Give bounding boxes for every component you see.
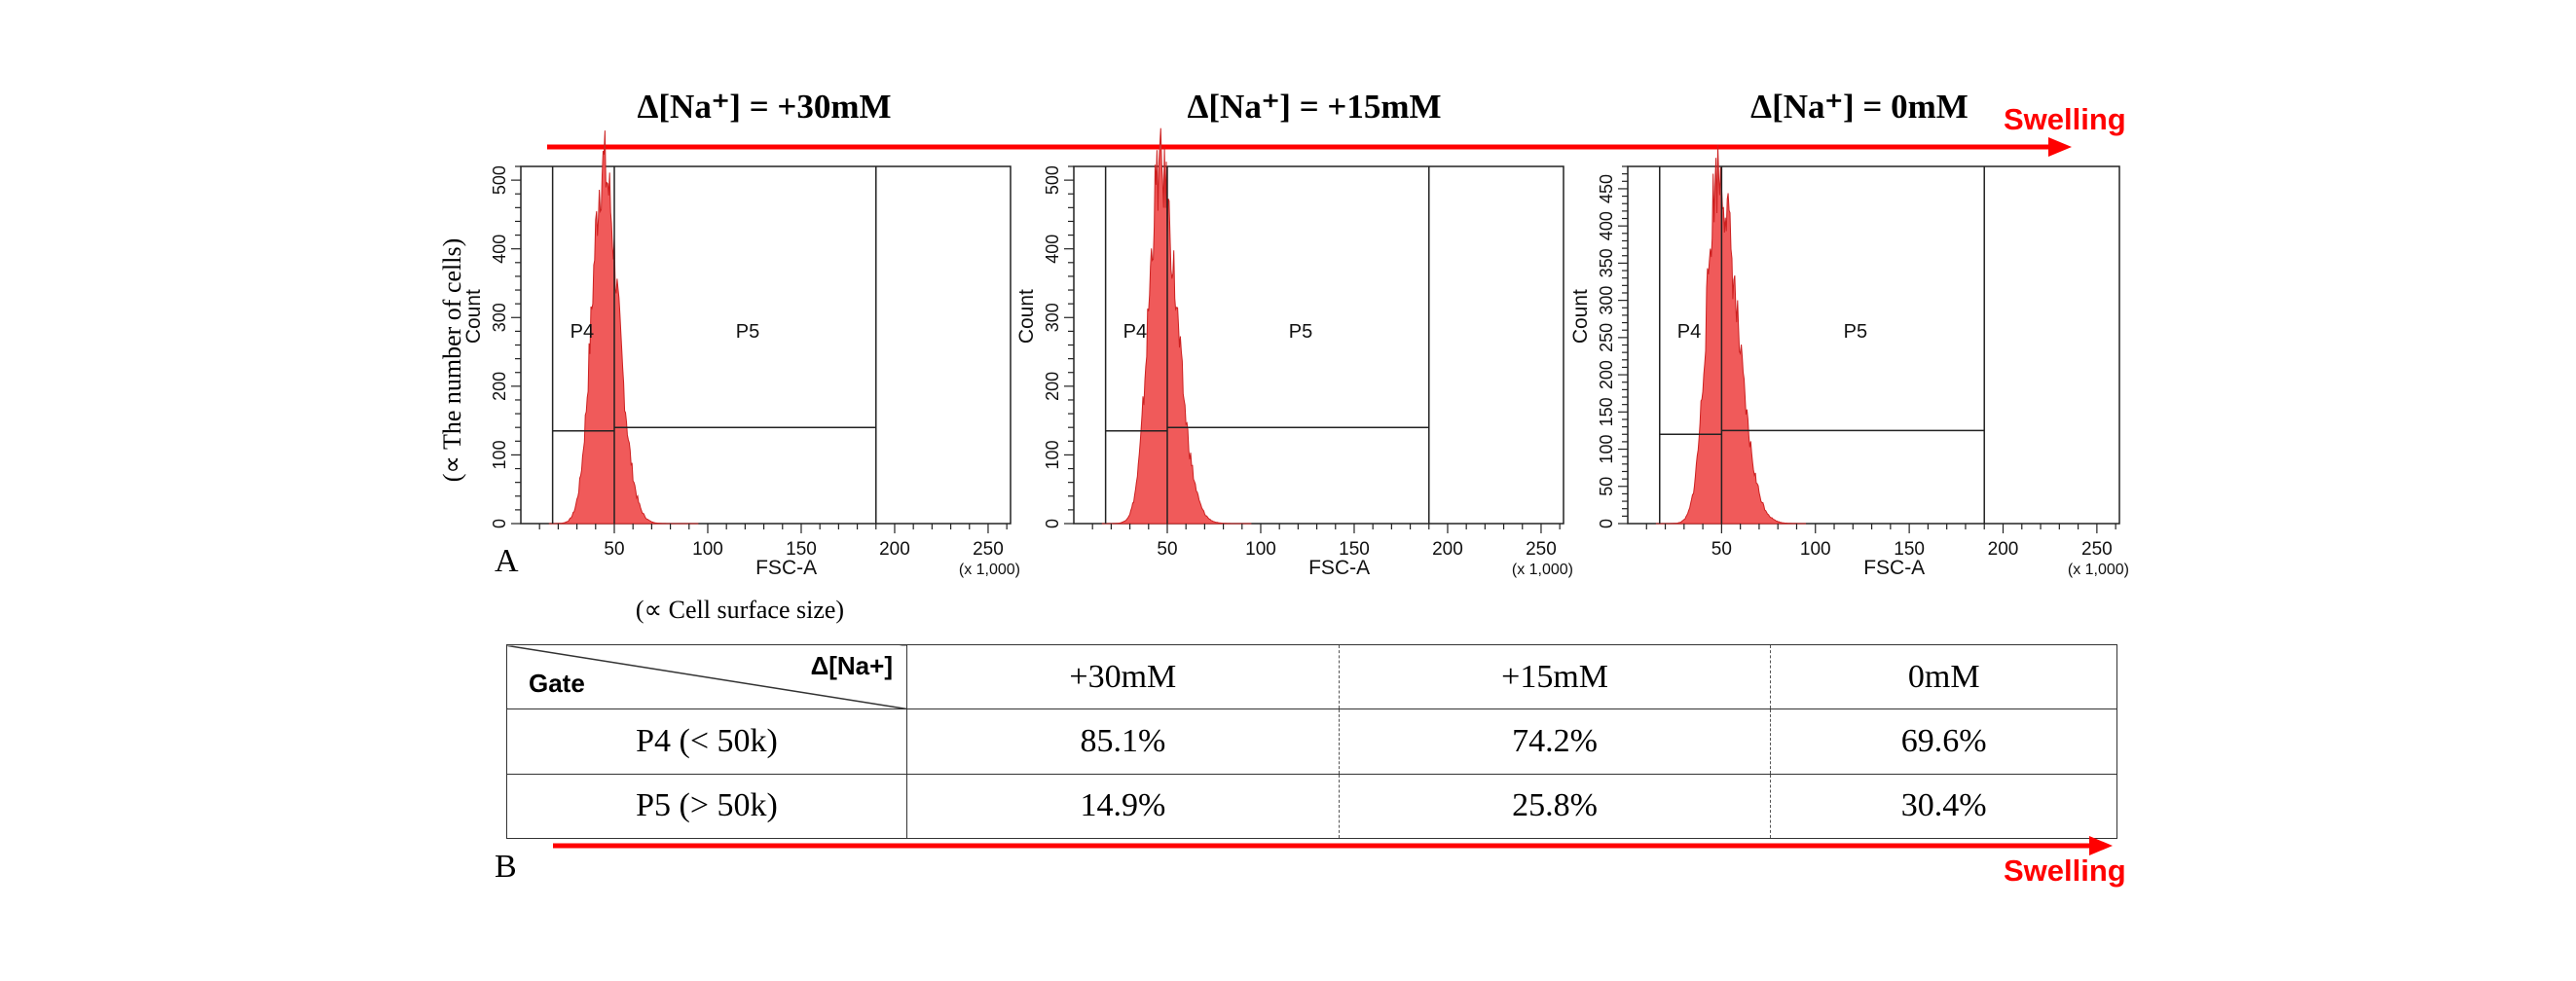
table-gate-p5: P5 (> 50k)	[506, 773, 907, 840]
table-corner-cell: Gate Δ[Na+]	[506, 643, 907, 710]
table-cell: 30.4%	[1770, 773, 2117, 840]
gate-p4-label: P4	[570, 321, 594, 343]
table-corner-na: Δ[Na+]	[810, 651, 893, 680]
x-tick-label: 250	[973, 539, 1004, 560]
histogram-area	[548, 130, 699, 525]
y-tick-label: 150	[1597, 397, 1616, 426]
x-tick-label: 250	[2081, 539, 2113, 560]
gate-p5-label: P5	[736, 321, 759, 343]
x-axis-label: FSC-A	[1863, 557, 1925, 579]
y-tick-label: 450	[1597, 174, 1616, 203]
condition-title-30mM: Δ[Na⁺] = +30mM	[637, 88, 892, 126]
x-tick-label: 100	[1245, 539, 1276, 560]
x-tick-label: 200	[1432, 539, 1463, 560]
x-axis-label: FSC-A	[755, 557, 817, 579]
y-tick-label: 0	[1597, 519, 1616, 528]
y-tick-label: 400	[1597, 211, 1616, 240]
y-tick-label: 350	[1597, 248, 1616, 277]
y-tick-label: 100	[1043, 440, 1062, 469]
x-axis-label: FSC-A	[1308, 557, 1370, 579]
table-header-30mM: +30mM	[906, 643, 1340, 710]
x-tick-label: 150	[1894, 539, 1925, 560]
x-tick-label: 100	[692, 539, 723, 560]
y-tick-label: 100	[490, 440, 509, 469]
y-tick-label: 500	[490, 165, 509, 195]
x-tick-label: 200	[1988, 539, 2019, 560]
x-tick-label: 50	[1157, 539, 1177, 560]
y-tick-label: 200	[490, 372, 509, 401]
bottom-swelling-label: Swelling	[2004, 854, 2126, 888]
y-tick-label: 250	[1597, 323, 1616, 352]
x-tick-label: 50	[1711, 539, 1732, 560]
x-tick-label: 200	[879, 539, 910, 560]
y-tick-label: 500	[1043, 165, 1062, 195]
x-unit-note: (x 1,000)	[2068, 562, 2129, 578]
x-tick-label: 250	[1526, 539, 1557, 560]
y-tick-label: 100	[1597, 435, 1616, 464]
y-tick-label: 0	[490, 519, 509, 528]
condition-title-15mM: Δ[Na⁺] = +15mM	[1187, 88, 1442, 126]
top-swelling-label: Swelling	[2004, 102, 2126, 136]
table-corner-gate: Gate	[529, 669, 585, 699]
y-tick-label: 400	[490, 235, 509, 264]
y-tick-label: 200	[1597, 360, 1616, 389]
y-tick-label: 300	[1597, 286, 1616, 315]
y-axis-label: Count	[1569, 289, 1592, 344]
x-unit-note: (x 1,000)	[1512, 562, 1573, 578]
table-cell: 85.1%	[906, 708, 1340, 775]
gate-p4-label: P4	[1123, 321, 1147, 343]
condition-title-0mM: Δ[Na⁺] = 0mM	[1750, 88, 1969, 126]
y-axis-label: Count	[462, 289, 485, 344]
gate-p5-label: P5	[1289, 321, 1312, 343]
table-cell: 74.2%	[1338, 708, 1772, 775]
x-unit-note: (x 1,000)	[959, 562, 1020, 578]
gate-p4-label: P4	[1677, 321, 1701, 343]
table-cell: 69.6%	[1770, 708, 2117, 775]
histogram-area	[1101, 127, 1252, 525]
table-header-15mM: +15mM	[1338, 643, 1772, 710]
y-tick-label: 300	[490, 303, 509, 332]
x-tick-label: 150	[1339, 539, 1370, 560]
gate-p5-label: P5	[1844, 321, 1867, 343]
gate-percentage-table: Gate Δ[Na+] +30mM +15mM 0mM P4 (< 50k) 8…	[506, 643, 2117, 840]
x-tick-label: 50	[604, 539, 624, 560]
x-tick-label: 100	[1800, 539, 1831, 560]
y-tick-label: 200	[1043, 372, 1062, 401]
outer-x-axis-label: (∝ Cell surface size)	[635, 596, 845, 624]
table-cell: 14.9%	[906, 773, 1340, 840]
y-tick-label: 50	[1597, 477, 1616, 496]
y-tick-label: 400	[1043, 235, 1062, 264]
table-header-row: Gate Δ[Na+] +30mM +15mM 0mM	[506, 643, 2117, 710]
x-tick-label: 150	[786, 539, 817, 560]
y-axis-label: Count	[1015, 289, 1038, 344]
table-row-p4: P4 (< 50k) 85.1% 74.2% 69.6%	[506, 708, 2117, 775]
panel-b-label: B	[495, 849, 517, 885]
y-tick-label: 0	[1043, 519, 1062, 528]
table-cell: 25.8%	[1338, 773, 1772, 840]
y-tick-label: 300	[1043, 303, 1062, 332]
panel-a-label: A	[495, 543, 519, 579]
histogram-area	[1655, 145, 1807, 525]
table-row-p5: P5 (> 50k) 14.9% 25.8% 30.4%	[506, 773, 2117, 840]
